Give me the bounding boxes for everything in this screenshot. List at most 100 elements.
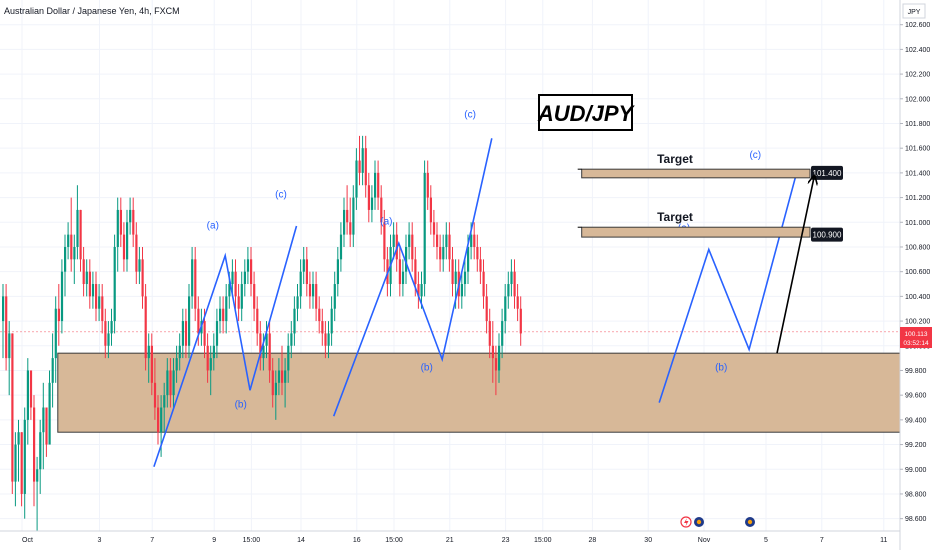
x-axis[interactable]: Oct 3 7 9 15:00 14 16 15:00 21 23 15:00 28 30 Nov 5 7 11…	[22, 537, 932, 544]
candle-up	[181, 321, 184, 346]
y-tick-label: 102.400	[905, 47, 930, 54]
candle-down	[513, 271, 516, 297]
x-tick-label: 5	[764, 537, 768, 544]
candle-up	[284, 370, 287, 383]
candle-down	[82, 259, 85, 285]
candle-up	[504, 296, 507, 322]
candle-down	[380, 197, 383, 223]
candle-up	[265, 333, 268, 346]
candle-up	[129, 209, 132, 223]
candle-down	[203, 321, 206, 346]
candle-up	[107, 333, 110, 346]
candle-down	[271, 370, 274, 396]
candle-down	[367, 185, 370, 210]
x-tick-label: 7	[820, 537, 824, 544]
candle-down	[206, 345, 209, 371]
y-tick-label: 102.600	[905, 22, 930, 29]
candle-up	[343, 209, 346, 235]
candle-up	[392, 234, 395, 247]
candle-up	[215, 321, 219, 346]
candle-down	[150, 345, 153, 383]
candle-up	[147, 345, 150, 359]
candle-down	[519, 308, 522, 334]
demand-zone	[57, 352, 901, 433]
price-badge[interactable]: 100.113 03:52:14	[900, 327, 932, 348]
candle-down	[45, 407, 48, 445]
candle-up	[178, 345, 181, 359]
price-badge-countdown: 03:52:14	[903, 340, 929, 347]
candle-down	[144, 296, 147, 359]
candle-down	[349, 222, 352, 235]
candle-down	[321, 321, 324, 334]
candle-up	[302, 259, 305, 272]
x-tick-label: 7	[150, 537, 154, 544]
candle-down	[491, 345, 494, 359]
candle-up	[166, 370, 169, 396]
candle-down	[398, 259, 401, 285]
y-tick-label: 99.800	[905, 368, 927, 375]
candle-up	[42, 407, 45, 433]
pair-label: AUD/JPY	[537, 101, 636, 126]
candle-down	[358, 160, 361, 173]
y-tick-label: 100.400	[905, 294, 930, 301]
candle-up	[312, 284, 315, 297]
candle-down	[153, 382, 157, 408]
candle-up	[507, 284, 510, 297]
event-icons[interactable]	[680, 516, 755, 528]
pair-label-box: AUD/JPY	[537, 94, 636, 131]
candle-up	[277, 370, 281, 383]
candle-down	[122, 234, 126, 260]
candle-down	[439, 246, 442, 260]
candle-down	[377, 172, 380, 198]
candle-down	[268, 333, 271, 371]
candle-up	[498, 345, 501, 371]
y-tick-label: 99.400	[905, 417, 927, 424]
candle-up	[2, 296, 5, 322]
candle-down	[79, 209, 82, 260]
candle-down	[305, 259, 308, 285]
candle-down	[11, 333, 14, 482]
candle-down	[20, 432, 23, 494]
y-tick-label: 100.600	[905, 269, 930, 276]
candle-down	[256, 308, 259, 334]
candle-up	[423, 172, 426, 285]
candle-down	[479, 259, 482, 272]
y-tick-label: 100.800	[905, 244, 930, 251]
candle-down	[308, 284, 312, 297]
candle-down	[33, 407, 36, 482]
x-tick-label: Oct	[22, 537, 33, 544]
elliott-wave-line	[332, 138, 493, 417]
candle-up	[467, 246, 470, 272]
candle-down	[318, 308, 321, 322]
y-tick-label: 100.200	[905, 319, 930, 326]
lightning-glyph	[684, 518, 689, 527]
candle-up	[17, 432, 20, 445]
candle-up	[470, 234, 473, 247]
candle-up	[163, 395, 166, 408]
y-tick-label: 101.800	[905, 121, 930, 128]
news-event-dot-2	[747, 519, 753, 525]
x-tick-label: 21	[446, 537, 454, 544]
candle-down	[414, 259, 417, 285]
candle-down	[250, 259, 253, 285]
x-tick-label: 15:00	[243, 537, 261, 544]
candle-up	[60, 271, 64, 322]
candle-up	[138, 259, 141, 272]
candle-up	[172, 370, 175, 396]
candle-up	[243, 271, 246, 285]
y-tick-label: 101.000	[905, 220, 930, 227]
y-axis[interactable]: 98.600 98.800 99.000 99.200 99.400 99.600 99.8…	[900, 22, 930, 523]
candle-up	[339, 234, 343, 260]
candle-down	[417, 284, 420, 297]
candle-up	[36, 469, 39, 482]
wave-label: (b)	[235, 400, 247, 411]
currency-box[interactable]	[902, 3, 926, 19]
x-tick-label: 23	[502, 537, 510, 544]
candle-up	[460, 284, 463, 297]
candle-up	[231, 271, 234, 285]
candle-up	[510, 271, 513, 285]
zones-layer	[0, 331, 901, 433]
candle-up	[110, 321, 113, 334]
y-tick-label: 101.600	[905, 146, 930, 153]
